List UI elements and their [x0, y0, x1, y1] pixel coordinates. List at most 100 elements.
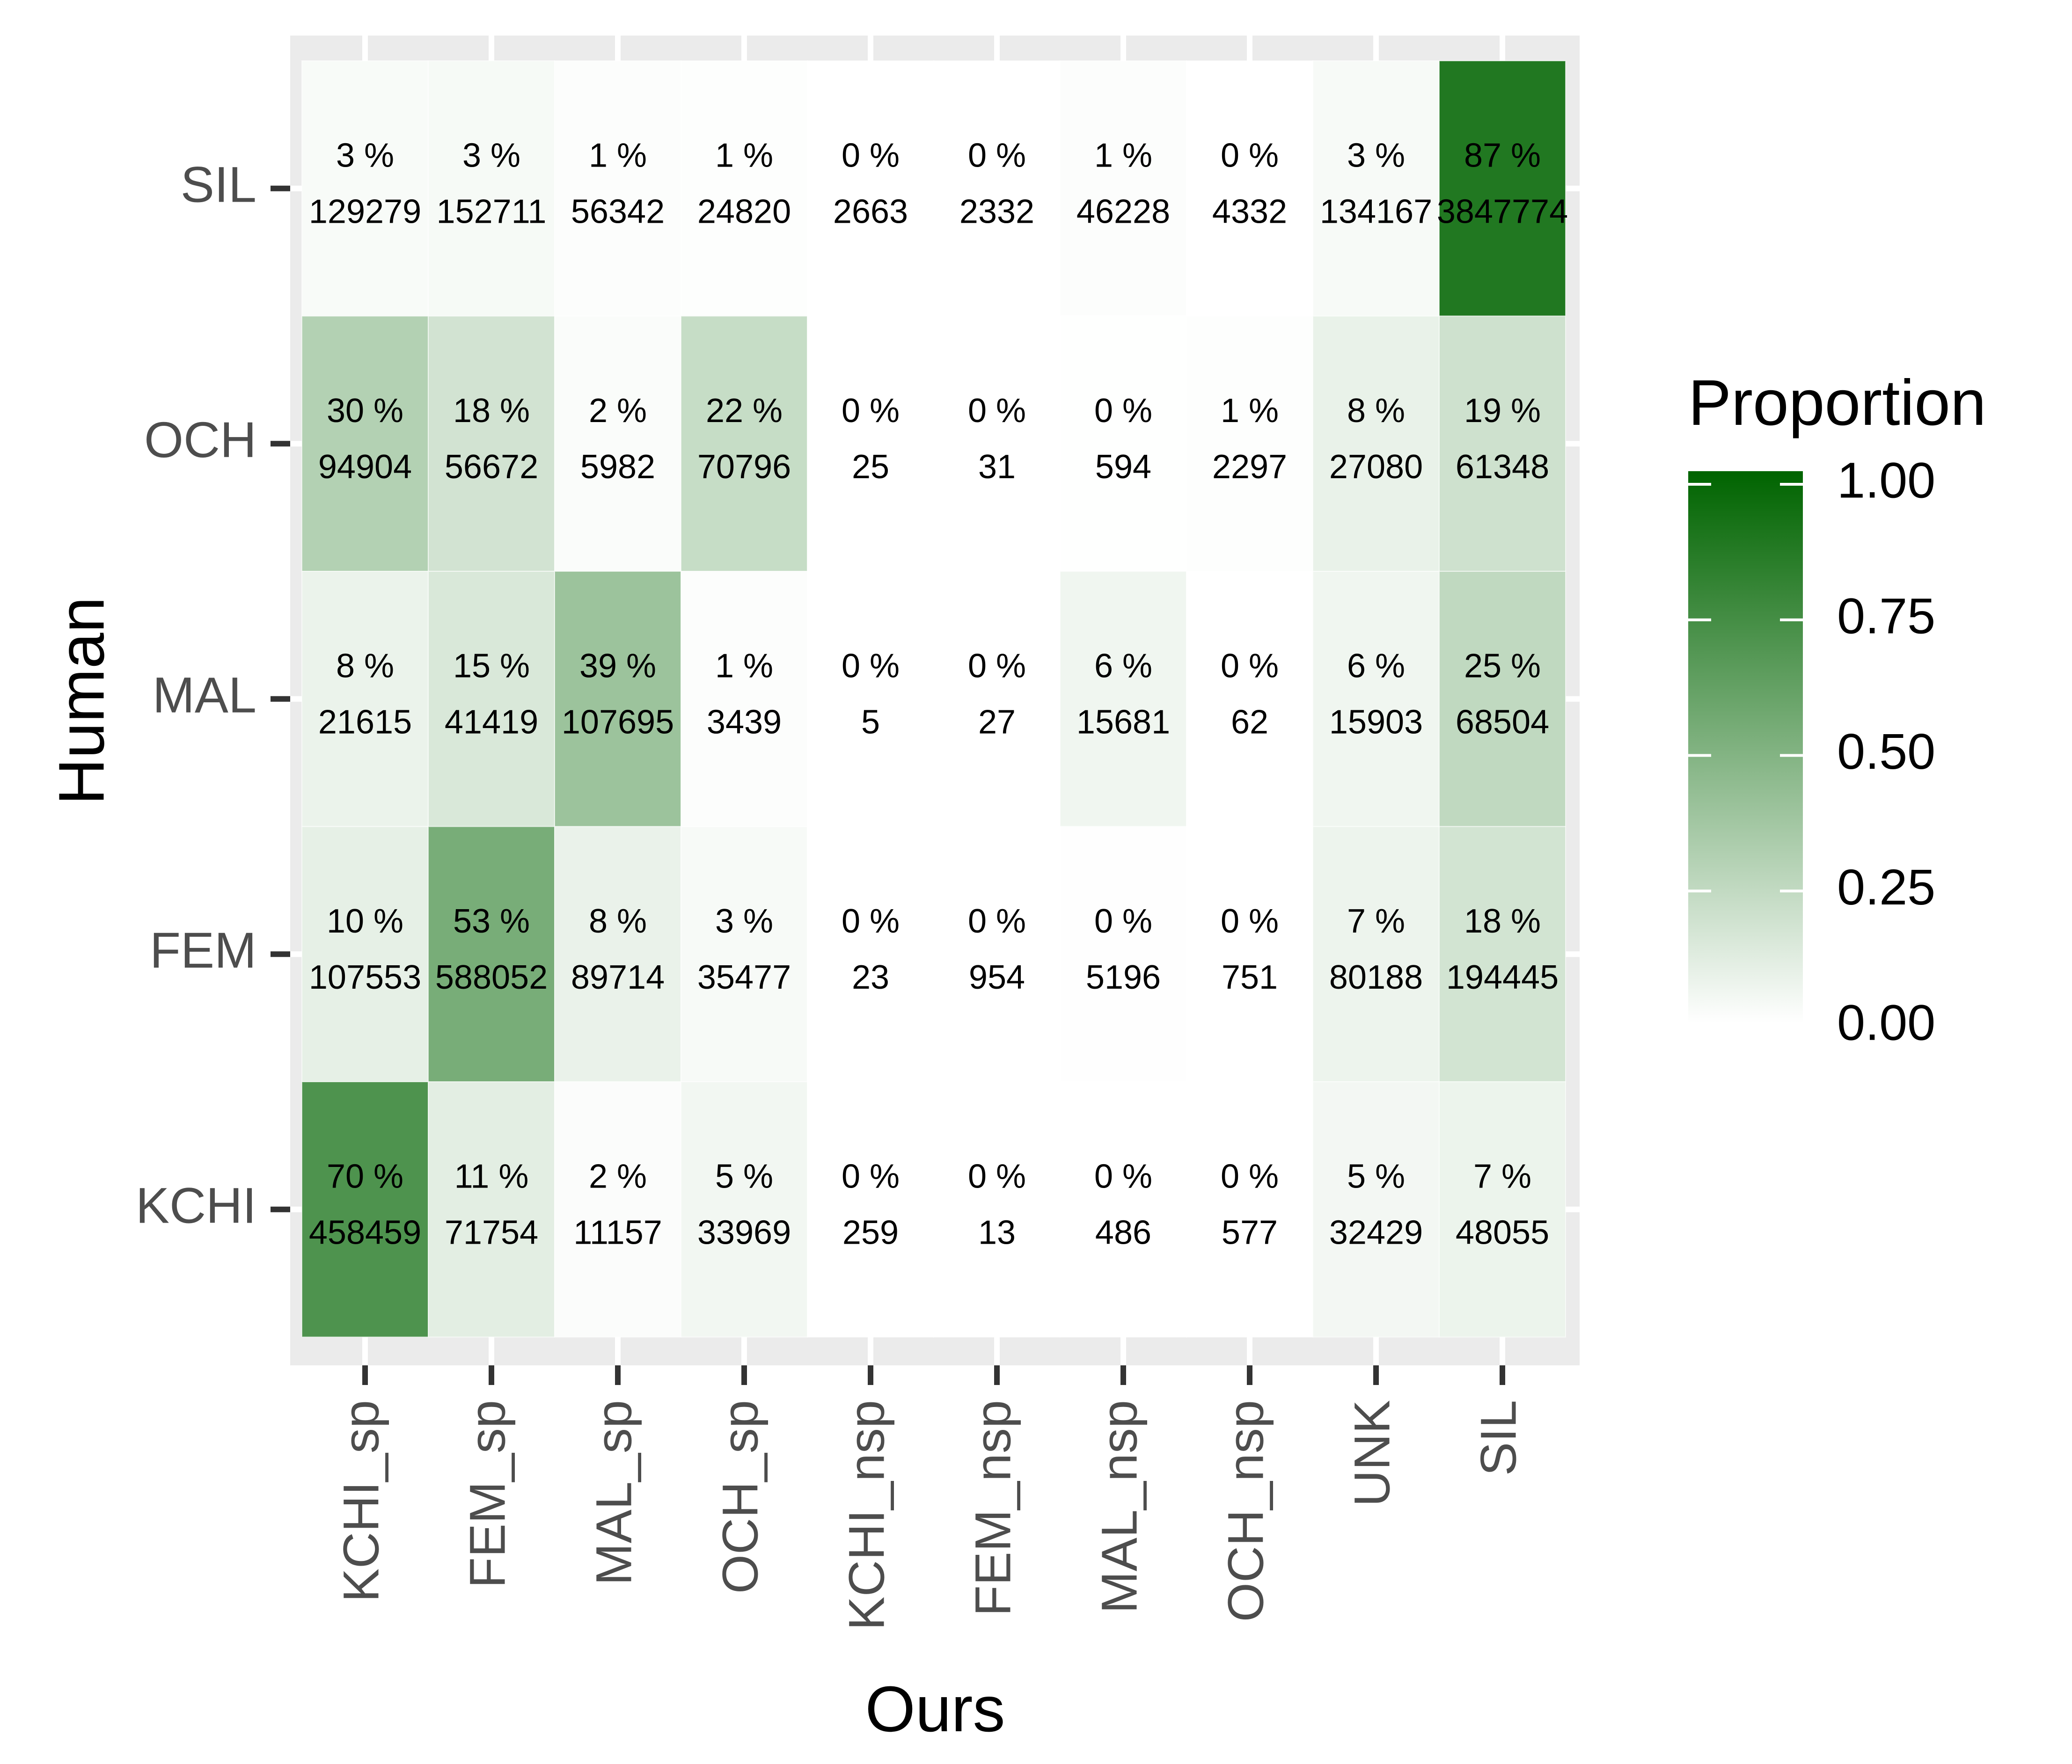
x-tick-label: UNK: [1344, 1400, 1400, 1507]
cell-count-label: 2332: [959, 193, 1034, 230]
cell-count-label: 11157: [573, 1214, 662, 1251]
x-tick-label: KCHI_sp: [333, 1400, 389, 1602]
heatmap-cell: [1060, 571, 1187, 827]
cell-count-label: 71754: [445, 1214, 538, 1251]
heatmap-cell: [554, 60, 681, 317]
cell-percent-label: 1 %: [715, 647, 773, 685]
cell-percent-label: 87 %: [1464, 137, 1541, 174]
cell-percent-label: 11 %: [454, 1158, 529, 1195]
cell-percent-label: 5 %: [1347, 1158, 1405, 1195]
heatmap-cell: [1186, 571, 1313, 827]
heatmap-cell: [428, 1081, 555, 1338]
cell-percent-label: 18 %: [453, 392, 530, 430]
cell-count-label: 5196: [1086, 959, 1161, 996]
cell-percent-label: 15 %: [453, 647, 530, 685]
heatmap-cell: [554, 1081, 681, 1338]
cell-count-label: 94904: [318, 448, 412, 486]
cell-percent-label: 7 %: [1473, 1158, 1531, 1195]
cell-count-label: 31: [978, 448, 1016, 486]
cell-percent-label: 0 %: [842, 647, 900, 685]
cell-percent-label: 1 %: [589, 137, 647, 174]
x-axis-title: Ours: [865, 1673, 1005, 1745]
heatmap-cell: [1186, 1081, 1313, 1338]
heatmap-cell: [807, 571, 934, 827]
cell-count-label: 35477: [697, 959, 791, 996]
heatmap-cell: [1186, 60, 1313, 317]
heatmap-cell: [301, 60, 429, 317]
cell-count-label: 15681: [1076, 703, 1170, 741]
cell-percent-label: 19 %: [1464, 392, 1541, 430]
cell-percent-label: 5 %: [715, 1158, 773, 1195]
cell-percent-label: 2 %: [589, 392, 647, 430]
heatmap-cells: [301, 60, 1566, 1338]
x-tick-label: FEM_nsp: [965, 1400, 1021, 1616]
cell-percent-label: 25 %: [1464, 647, 1541, 685]
y-tick-label: FEM: [150, 922, 256, 978]
cell-percent-label: 6 %: [1347, 647, 1405, 685]
heatmap-cell: [1060, 826, 1187, 1082]
heatmap-cell: [1186, 315, 1313, 572]
cell-percent-label: 30 %: [327, 392, 403, 430]
legend-tick-label: 0.00: [1837, 994, 1935, 1051]
cell-percent-label: 0 %: [1094, 1158, 1152, 1195]
cell-percent-label: 0 %: [1221, 903, 1279, 940]
cell-count-label: 48055: [1456, 1214, 1549, 1251]
x-tick-label: OCH_nsp: [1217, 1400, 1274, 1622]
heatmap-cell: [933, 1081, 1061, 1338]
heatmap-cell: [807, 1081, 934, 1338]
cell-percent-label: 8 %: [589, 903, 647, 940]
cell-count-label: 2297: [1212, 448, 1287, 486]
cell-count-label: 107695: [562, 703, 674, 741]
cell-percent-label: 0 %: [842, 137, 900, 174]
cell-count-label: 588052: [435, 959, 548, 996]
cell-count-label: 62: [1231, 703, 1268, 741]
cell-count-label: 41419: [445, 703, 538, 741]
cell-count-label: 5: [861, 703, 880, 741]
cell-percent-label: 6 %: [1094, 647, 1152, 685]
cell-count-label: 32429: [1329, 1214, 1423, 1251]
cell-percent-label: 0 %: [968, 392, 1026, 430]
cell-percent-label: 0 %: [968, 647, 1026, 685]
heatmap-cell: [681, 315, 808, 572]
x-tick-label: MAL_sp: [586, 1400, 642, 1585]
heatmap-cell: [428, 60, 555, 317]
cell-count-label: 458459: [309, 1214, 421, 1251]
heatmap-cell: [554, 826, 681, 1082]
cell-count-label: 134167: [1320, 193, 1432, 230]
cell-count-label: 2663: [833, 193, 908, 230]
cell-percent-label: 0 %: [968, 137, 1026, 174]
cell-percent-label: 1 %: [1094, 137, 1152, 174]
cell-count-label: 27: [978, 703, 1016, 741]
cell-count-label: 3847774: [1437, 193, 1568, 230]
heatmap-cell: [807, 315, 934, 572]
cell-count-label: 89714: [571, 959, 665, 996]
cell-count-label: 21615: [318, 703, 412, 741]
heatmap-cell: [554, 571, 681, 827]
cell-count-label: 13: [978, 1214, 1016, 1251]
heatmap-cell: [1439, 571, 1566, 827]
heatmap-cell: [1439, 60, 1566, 317]
x-tick-label: FEM_sp: [459, 1400, 516, 1588]
cell-percent-label: 0 %: [1221, 137, 1279, 174]
cell-percent-label: 7 %: [1347, 903, 1405, 940]
cell-count-label: 56672: [445, 448, 538, 486]
cell-count-label: 954: [969, 959, 1025, 996]
cell-count-label: 46228: [1076, 193, 1170, 230]
legend-tick-label: 0.25: [1837, 859, 1935, 915]
cell-percent-label: 0 %: [1094, 392, 1152, 430]
cell-count-label: 61348: [1456, 448, 1549, 486]
y-tick-label: KCHI: [136, 1177, 256, 1233]
cell-count-label: 25: [852, 448, 889, 486]
cell-count-label: 107553: [309, 959, 421, 996]
legend-tick-label: 1.00: [1837, 452, 1935, 509]
x-tick-label: MAL_nsp: [1091, 1400, 1148, 1613]
heatmap-cell: [1060, 60, 1187, 317]
cell-percent-label: 8 %: [1347, 392, 1405, 430]
heatmap-cell: [428, 315, 555, 572]
y-tick-label: SIL: [181, 156, 256, 212]
x-tick-label: SIL: [1470, 1400, 1527, 1476]
heatmap-cell: [554, 315, 681, 572]
heatmap-cell: [933, 60, 1061, 317]
cell-percent-label: 2 %: [589, 1158, 647, 1195]
heatmap-cell: [1439, 826, 1566, 1082]
